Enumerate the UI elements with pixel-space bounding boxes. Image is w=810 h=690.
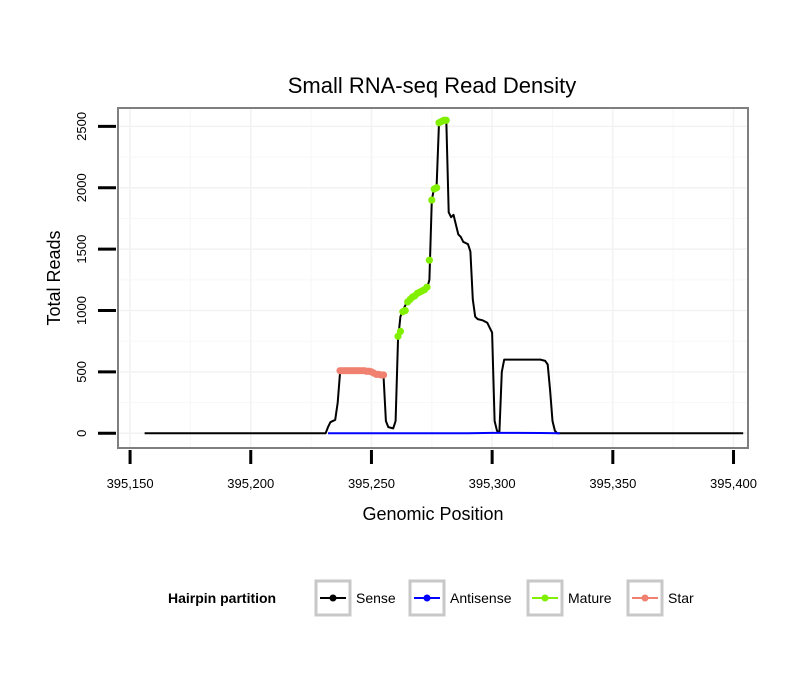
axis-layer: 395,150 395,200 395,250 395,300 395,350 395,4… [74, 112, 757, 491]
y-tick-label: 2500 [74, 112, 89, 141]
x-tick-label: 395,150 [107, 476, 154, 491]
y-tick-label: 1000 [74, 296, 89, 325]
data-point-star [379, 371, 388, 379]
legend-item-sense: Sense [314, 579, 396, 617]
y-tick-label: 500 [74, 361, 89, 383]
plot-panel-border [117, 107, 749, 449]
legend-key-dot [541, 594, 549, 602]
chart-title: Small RNA-seq Read Density [288, 73, 577, 98]
data-point-mature [401, 306, 409, 315]
legend-key-dot [423, 594, 431, 602]
legend-key-dot [329, 594, 337, 602]
data-point-mature [423, 283, 431, 291]
legend-label-sense: Sense [356, 590, 396, 606]
y-tick-label: 2000 [74, 173, 89, 202]
data-point-mature [433, 184, 441, 192]
y-tick-label: 1500 [74, 235, 89, 264]
legend-item-mature: Mature [526, 579, 612, 617]
y-axis-label: Total Reads [44, 230, 64, 325]
legend-label-antisense: Antisense [450, 590, 512, 606]
legend-label-star: Star [668, 590, 694, 606]
legend-item-antisense: Antisense [408, 579, 512, 617]
legend-title: Hairpin partition [168, 590, 276, 606]
data-point-mature [396, 327, 405, 335]
data-point-mature [442, 116, 450, 124]
x-tick-label: 395,200 [227, 476, 274, 491]
x-tick-label: 395,250 [348, 476, 395, 491]
y-tick-label: 0 [74, 430, 89, 437]
x-tick-label: 395,400 [710, 476, 757, 491]
data-point-mature [425, 256, 433, 264]
data-point-mature [428, 196, 436, 204]
x-tick-label: 395,350 [589, 476, 636, 491]
x-tick-label: 395,300 [469, 476, 516, 491]
series-layer [144, 116, 744, 435]
series-mature [394, 116, 450, 340]
x-axis-label: Genomic Position [362, 504, 503, 524]
series-star [336, 367, 388, 379]
legend-item-star: Star [626, 579, 694, 617]
legend-label-mature: Mature [568, 590, 612, 606]
legend-key-dot [641, 594, 649, 602]
legend: Hairpin partition Sense Antisense Mature St… [168, 579, 694, 617]
